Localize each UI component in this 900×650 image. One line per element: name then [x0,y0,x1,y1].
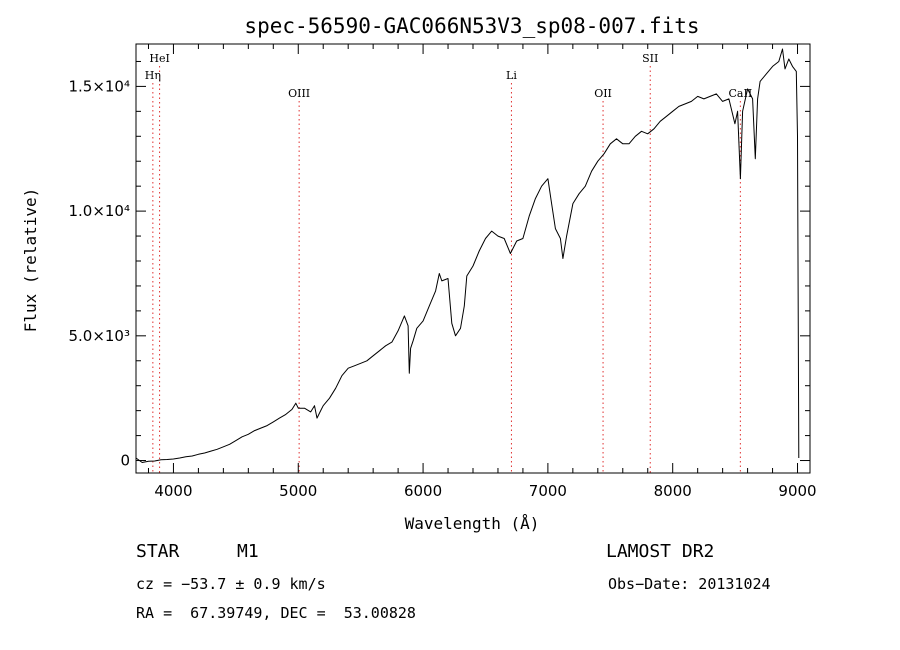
x-tick-label: 8000 [654,482,692,500]
x-axis-label: Wavelength (Å) [405,514,540,533]
x-axis: 4000 5000 6000 7000 8000 9000 [147,44,817,500]
object-subclass: M1 [237,541,259,562]
spectral-lines: HeI Hη OIII Li OII SII CaII [145,52,752,473]
y-tick-label: 1.5×10⁴ [68,77,130,95]
spectral-line-label: CaII [729,87,753,100]
spectral-line-label: Li [506,69,517,82]
spectral-line-label: OIII [288,87,310,100]
observation-date: Obs−Date: 20131024 [608,575,771,593]
x-tick-label: 7000 [529,482,567,500]
object-class: STAR [136,541,180,562]
x-tick-label: 4000 [154,482,192,500]
coordinates: RA = 67.39749, DEC = 53.00828 [136,604,416,622]
x-tick-label: 9000 [778,482,816,500]
x-tick-label: 5000 [279,482,317,500]
spectral-line-label: HeI [149,52,169,65]
spectral-line-label: Hη [145,69,161,82]
y-axis-label: Flux (relative) [21,188,40,333]
y-tick-label: 1.0×10⁴ [68,202,130,220]
chart-title: spec-56590-GAC066N53V3_sp08-007.fits [244,14,699,38]
spectral-line-label: OII [594,87,612,100]
spectral-line-label: SII [642,52,658,65]
spectrum-series-line [135,48,800,463]
redshift-value: cz = −53.7 ± 0.9 km/s [136,575,326,593]
survey-name: LAMOST DR2 [606,541,715,562]
y-tick-label: 5.0×10³ [68,327,130,345]
y-tick-label: 0 [120,452,130,470]
y-axis: 0 5.0×10³ 1.0×10⁴ 1.5×10⁴ [68,60,810,470]
plot-frame [135,43,811,474]
x-tick-label: 6000 [404,482,442,500]
